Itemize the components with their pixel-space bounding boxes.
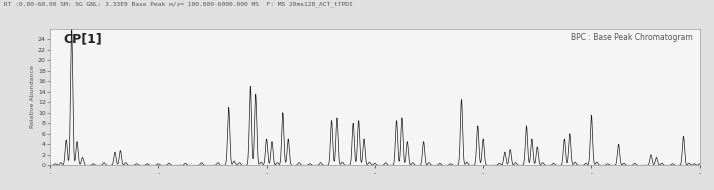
Text: BPC : Base Peak Chromatogram: BPC : Base Peak Chromatogram (571, 33, 693, 42)
Text: RT :0.00-60.00 SM: 5G GNL: 3.33E9 Base Peak m/z= 100.000-6000.000 MS  F: MS 20ms: RT :0.00-60.00 SM: 5G GNL: 3.33E9 Base P… (4, 1, 352, 7)
Text: CP[1]: CP[1] (63, 33, 101, 46)
Y-axis label: Relative Abundance: Relative Abundance (30, 66, 35, 128)
